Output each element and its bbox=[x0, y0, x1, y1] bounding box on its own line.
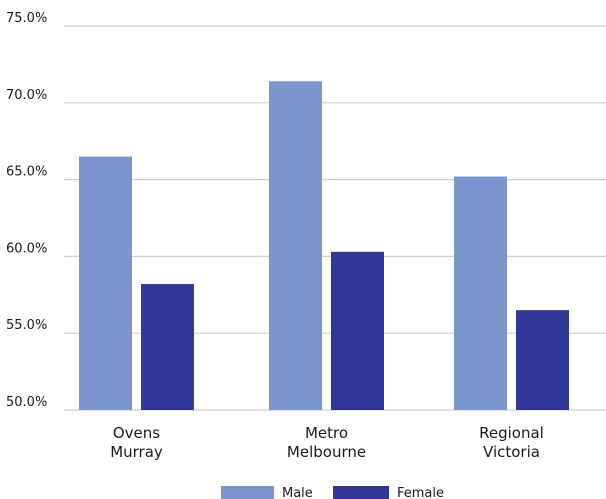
x-category-label: Ovens Murray bbox=[110, 424, 163, 461]
legend: Male Female bbox=[221, 486, 444, 499]
x-category-label: Regional Victoria bbox=[479, 424, 544, 461]
bar-series bbox=[79, 81, 569, 411]
y-axis-tick-labels: 50.0% 55.0% 60.0% 65.0% 70.0% 75.0% bbox=[6, 11, 47, 410]
y-tick-label: 60.0% bbox=[6, 241, 47, 256]
x-axis-category-labels: Ovens Murray Metro Melbourne Regional Victori… bbox=[110, 424, 544, 461]
bar-female-1 bbox=[331, 251, 384, 410]
legend-label-female: Female bbox=[397, 486, 444, 499]
x-category-label: Metro Melbourne bbox=[287, 424, 366, 461]
y-tick-label: 65.0% bbox=[6, 165, 47, 180]
bar-female-2 bbox=[516, 310, 569, 410]
legend-swatch-male bbox=[221, 486, 274, 499]
legend-label-male: Male bbox=[282, 486, 313, 499]
y-tick-label: 55.0% bbox=[6, 318, 47, 333]
bar-male-1 bbox=[269, 81, 322, 411]
y-tick-label: 75.0% bbox=[6, 11, 47, 26]
bar-male-2 bbox=[454, 176, 507, 410]
y-tick-label: 50.0% bbox=[6, 395, 47, 410]
y-tick-label: 70.0% bbox=[6, 88, 47, 103]
legend-swatch-female bbox=[333, 486, 389, 499]
bar-male-0 bbox=[79, 156, 132, 410]
bar-female-0 bbox=[141, 284, 194, 410]
